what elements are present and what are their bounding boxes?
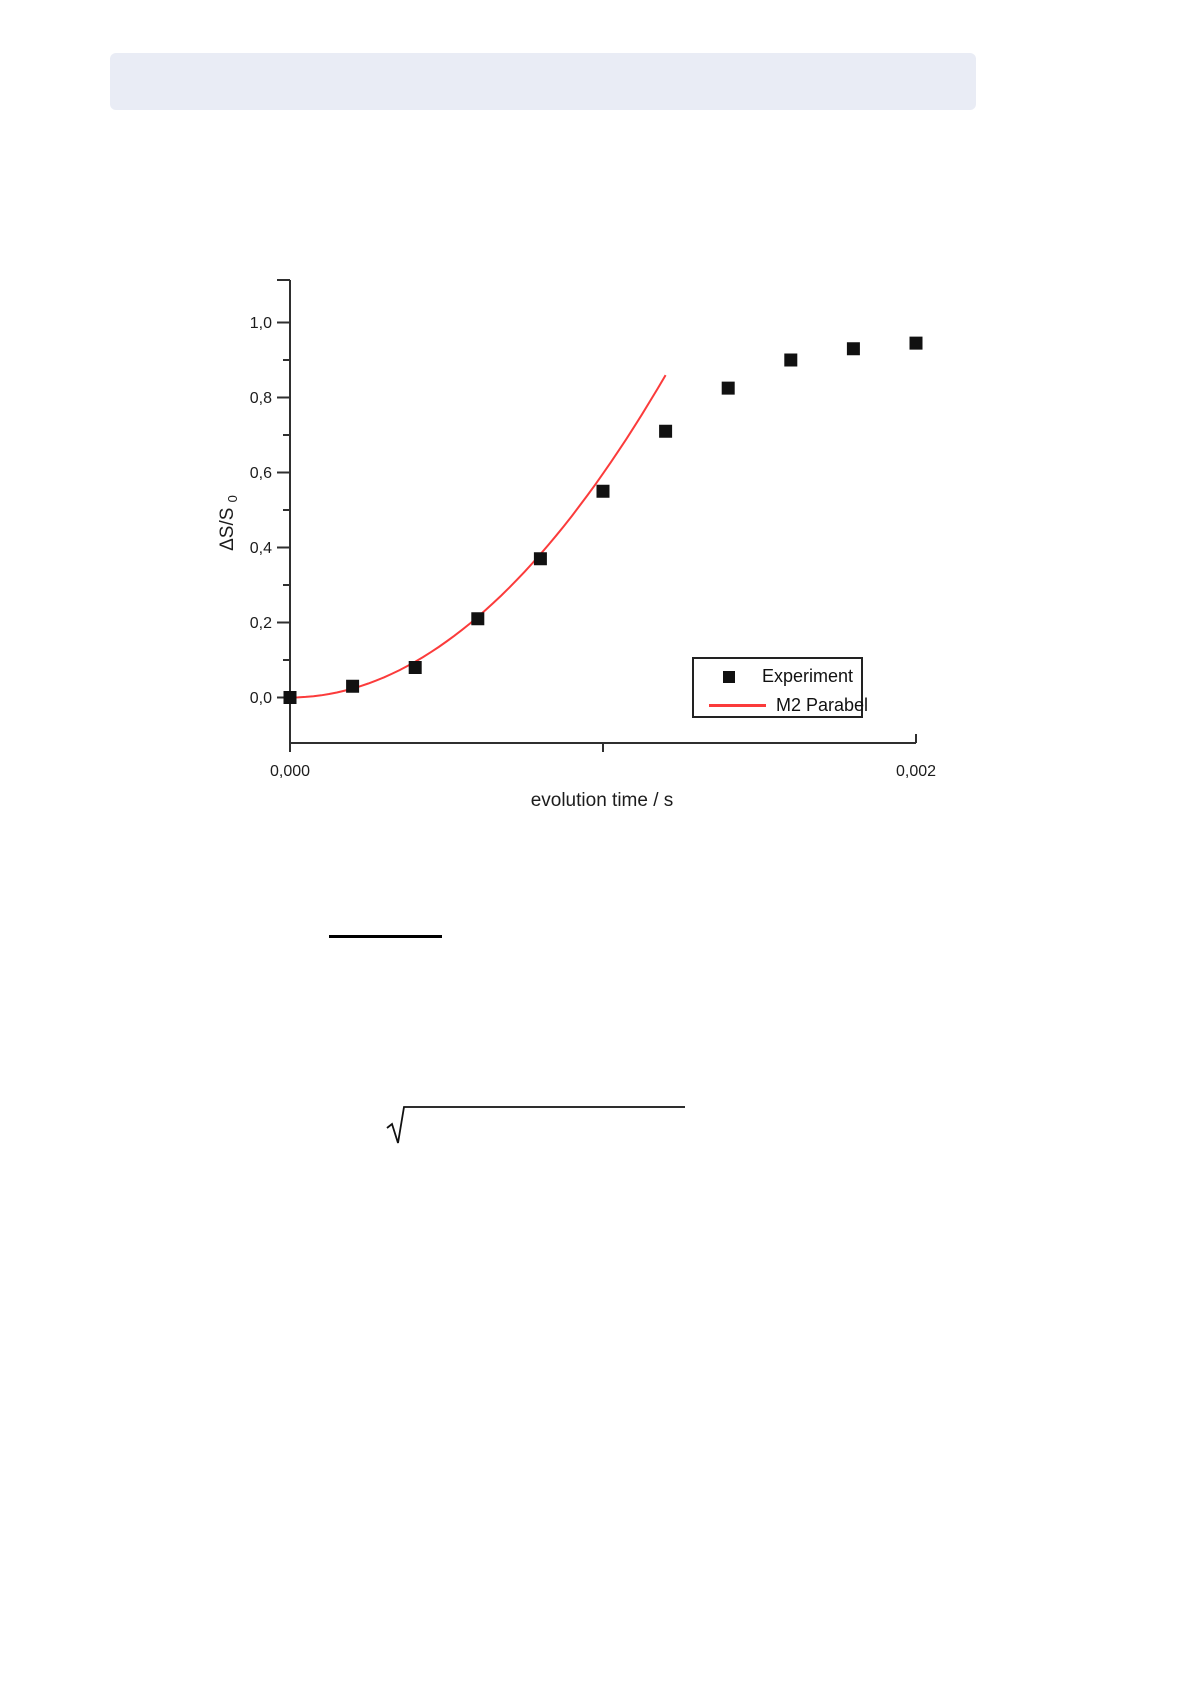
- chart-figure: 0,0 0,2 0,4 0,6 0,8 1,0 0,000 0,002 evolution t…: [217, 279, 936, 811]
- legend-label-parabel: M2 Parabel: [776, 695, 869, 715]
- x-tick-label: 0,000: [270, 763, 310, 780]
- radical-path: [386, 1106, 685, 1144]
- y-axis-label: ΔS/S 0: [217, 495, 240, 551]
- data-point: [596, 484, 610, 498]
- data-point: [659, 424, 673, 438]
- y-tick-label: 0,8: [250, 390, 272, 407]
- axes: [277, 279, 917, 752]
- data-point: [471, 612, 485, 626]
- fraction-bar: [329, 935, 442, 938]
- data-points: [283, 336, 923, 704]
- x-tick-label: 0,002: [896, 763, 936, 780]
- legend-line-marker-icon: [709, 704, 766, 707]
- fit-curve: [289, 374, 667, 699]
- legend: Experiment M2 Parabel: [692, 657, 868, 718]
- header-bar: [110, 53, 976, 110]
- data-point: [846, 342, 860, 356]
- y-tick-label: 0,0: [250, 690, 272, 707]
- y-tick-label: 0,4: [250, 540, 272, 557]
- data-point: [283, 691, 297, 704]
- series-line: [289, 374, 667, 699]
- data-point: [784, 353, 798, 367]
- radical-sign-icon: [386, 1106, 685, 1144]
- y-tick-label: 0,2: [250, 615, 272, 632]
- data-point: [721, 381, 735, 395]
- axis-ticks: 0,0 0,2 0,4 0,6 0,8 1,0 0,000 0,002: [250, 315, 936, 780]
- y-tick-label: 1,0: [250, 315, 272, 332]
- legend-label-experiment: Experiment: [762, 666, 854, 686]
- legend-square-marker-icon: [723, 671, 735, 683]
- data-point: [408, 661, 422, 674]
- data-point: [909, 336, 923, 350]
- data-point: [533, 552, 547, 566]
- data-point: [346, 679, 360, 693]
- x-axis-label: evolution time / s: [531, 790, 674, 811]
- y-tick-label: 0,6: [250, 465, 272, 482]
